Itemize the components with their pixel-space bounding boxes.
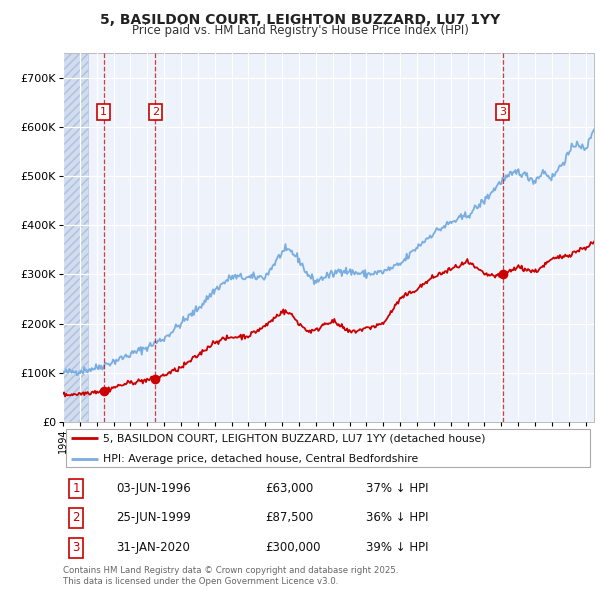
Text: HPI: Average price, detached house, Central Bedfordshire: HPI: Average price, detached house, Cent… <box>103 454 418 464</box>
Text: Price paid vs. HM Land Registry's House Price Index (HPI): Price paid vs. HM Land Registry's House … <box>131 24 469 37</box>
Text: 36% ↓ HPI: 36% ↓ HPI <box>365 511 428 525</box>
Text: 2: 2 <box>152 107 159 117</box>
FancyBboxPatch shape <box>65 430 590 467</box>
Text: 1: 1 <box>100 107 107 117</box>
Text: 37% ↓ HPI: 37% ↓ HPI <box>365 482 428 495</box>
Bar <box>63 53 88 422</box>
Text: £300,000: £300,000 <box>265 542 320 555</box>
Text: 39% ↓ HPI: 39% ↓ HPI <box>365 542 428 555</box>
Text: 3: 3 <box>73 542 80 555</box>
Text: £87,500: £87,500 <box>265 511 313 525</box>
Text: £63,000: £63,000 <box>265 482 313 495</box>
Text: 5, BASILDON COURT, LEIGHTON BUZZARD, LU7 1YY: 5, BASILDON COURT, LEIGHTON BUZZARD, LU7… <box>100 13 500 27</box>
Text: 31-JAN-2020: 31-JAN-2020 <box>116 542 190 555</box>
Text: 5, BASILDON COURT, LEIGHTON BUZZARD, LU7 1YY (detached house): 5, BASILDON COURT, LEIGHTON BUZZARD, LU7… <box>103 434 485 444</box>
Text: 3: 3 <box>499 107 506 117</box>
Text: 03-JUN-1996: 03-JUN-1996 <box>116 482 191 495</box>
Text: Contains HM Land Registry data © Crown copyright and database right 2025.
This d: Contains HM Land Registry data © Crown c… <box>63 566 398 586</box>
Text: 25-JUN-1999: 25-JUN-1999 <box>116 511 191 525</box>
Text: 1: 1 <box>73 482 80 495</box>
Text: 2: 2 <box>73 511 80 525</box>
